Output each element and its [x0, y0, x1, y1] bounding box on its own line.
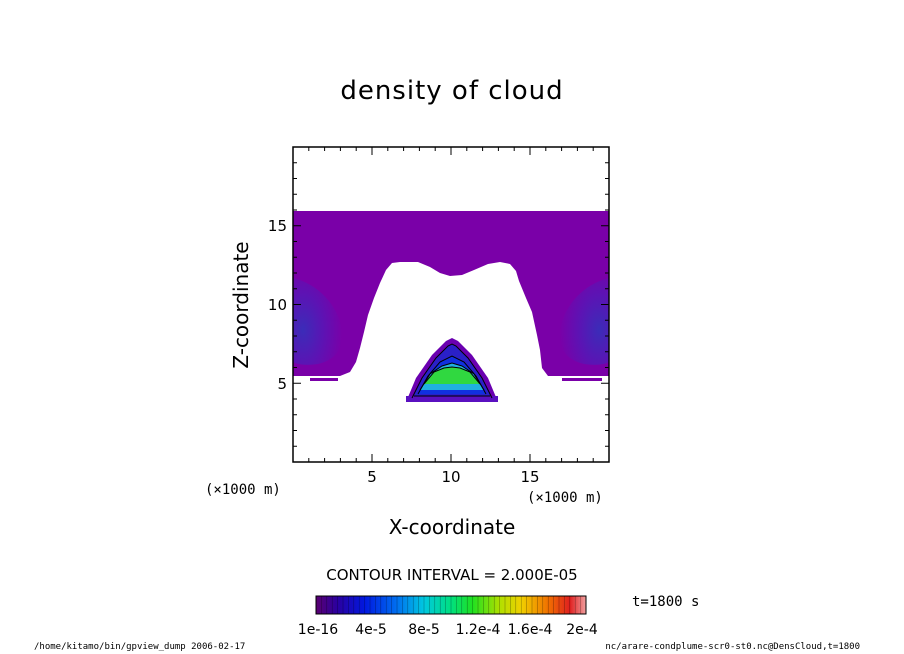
right-strip — [562, 378, 602, 381]
chart-title: density of cloud — [340, 76, 564, 106]
y-tick-labels: 5 10 15 — [268, 217, 287, 393]
colorbar-label: 2e-4 — [566, 622, 598, 638]
time-label: t=1800 s — [632, 594, 700, 610]
colorbar-label: 4e-5 — [355, 622, 386, 638]
colorbar-label: 1e-16 — [298, 622, 338, 638]
upper-cloud-layer — [293, 211, 609, 376]
y-tick-label: 10 — [268, 296, 287, 314]
x-tick-labels: 5 10 15 — [367, 468, 539, 486]
footer-right: nc/arare-condplume-scr0-st0.nc@DensCloud… — [605, 642, 860, 652]
x-unit-label-left: (×1000 m) — [205, 482, 281, 498]
blob-base — [406, 396, 498, 402]
x-tick-label: 10 — [441, 468, 460, 486]
y-axis-label: Z-coordinate — [229, 241, 253, 369]
colorbar — [315, 595, 587, 615]
contour-interval-label: CONTOUR INTERVAL = 2.000E-05 — [326, 566, 578, 584]
x-axis-label: X-coordinate — [388, 515, 516, 539]
colorbar-label: 1.6e-4 — [508, 622, 553, 638]
colorbar-labels: 1e-16 4e-5 8e-5 1.2e-4 1.6e-4 2e-4 — [298, 622, 598, 638]
blob-level-5 — [424, 367, 480, 384]
x-tick-label: 15 — [520, 468, 539, 486]
colorbar-lines — [321, 596, 581, 614]
y-tick-label: 15 — [268, 217, 287, 235]
left-inner-contour — [293, 278, 343, 365]
colorbar-label: 1.2e-4 — [456, 622, 501, 638]
plot-area — [293, 211, 609, 402]
colorbar-label: 8e-5 — [408, 622, 439, 638]
x-unit-label-right: (×1000 m) — [527, 490, 603, 506]
y-tick-label: 5 — [277, 375, 287, 393]
x-tick-label: 5 — [367, 468, 377, 486]
left-strip — [310, 378, 338, 381]
tick-marks — [293, 147, 609, 462]
contour-lines — [411, 343, 493, 399]
right-inner-contour — [559, 278, 609, 365]
footer-left: /home/kitamo/bin/gpview_dump 2006-02-17 — [34, 642, 246, 652]
